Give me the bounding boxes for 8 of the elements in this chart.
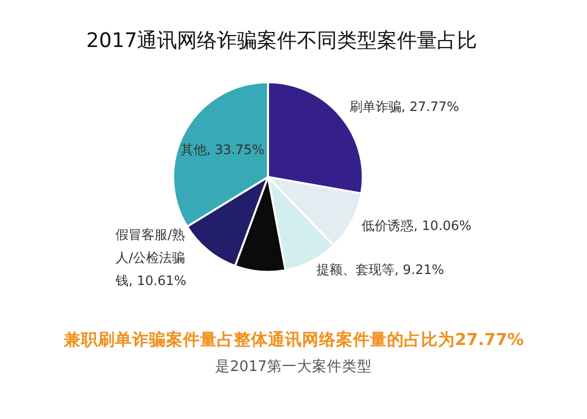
- slice-label: 假冒客服/熟人/公检法骗钱, 10.61%: [116, 227, 188, 291]
- slice-label: 刷单诈骗, 27.77%: [349, 99, 460, 118]
- chart-title: 2017通讯网络诈骗案件不同类型案件量占比: [86, 28, 478, 52]
- slice-label: 其他, 33.75%: [180, 142, 264, 160]
- text: 兼职刷单诈骗案件量占整体通讯网络案件量的占比为27.77%: [63, 329, 524, 349]
- slice-label: 低价诱惑, 10.06%: [362, 218, 472, 236]
- slice-label: 提额、套现等, 9.21%: [316, 262, 444, 280]
- text: 是2017第一大案件类型: [215, 358, 372, 375]
